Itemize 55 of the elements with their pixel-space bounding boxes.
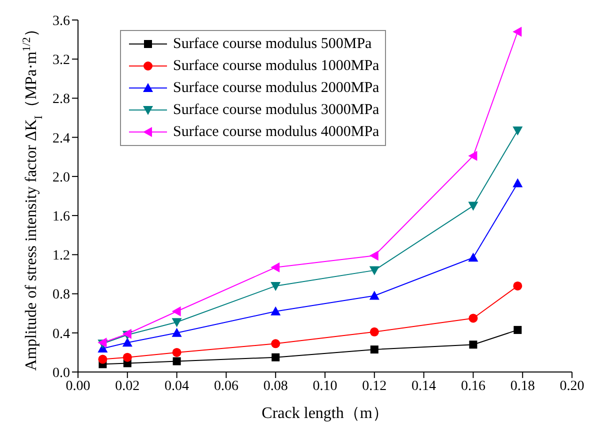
legend-label: Surface course modulus 1000MPa — [173, 58, 380, 74]
point — [512, 126, 523, 136]
point — [370, 346, 378, 354]
point — [369, 266, 380, 276]
y-tick-label: 2.8 — [52, 92, 70, 108]
point — [468, 314, 478, 323]
point — [468, 202, 478, 211]
point — [512, 26, 522, 37]
legend-label: Surface course modulus 500MPa — [173, 36, 372, 52]
point — [122, 338, 132, 347]
x-axis-title: Crack length（m） — [262, 405, 388, 422]
x-tick-label: 0.06 — [214, 378, 238, 394]
point — [270, 262, 280, 272]
point — [469, 340, 478, 349]
point — [172, 306, 181, 316]
point — [172, 328, 182, 337]
x-tick-label: 0.04 — [164, 378, 190, 394]
x-tick-label: 0.08 — [263, 378, 288, 394]
point — [513, 281, 522, 290]
point — [271, 339, 280, 348]
legend-label: Surface course modulus 2000MPa — [173, 80, 380, 96]
legend-label: Surface course modulus 3000MPa — [173, 102, 380, 118]
point — [122, 352, 132, 362]
point — [270, 282, 281, 291]
x-tick-label: 0.12 — [362, 378, 387, 394]
point — [370, 327, 379, 336]
point — [468, 150, 478, 161]
point — [468, 252, 478, 262]
point — [369, 250, 378, 261]
y-tick-label: 1.6 — [52, 210, 70, 225]
point — [514, 326, 522, 334]
x-tick-label: 0.02 — [115, 378, 140, 394]
x-tick-label: 0.00 — [66, 378, 90, 394]
point — [512, 178, 523, 188]
y-tick-label: 3.6 — [52, 14, 70, 29]
x-tick-label: 0.10 — [312, 378, 338, 394]
x-tick-label: 0.14 — [412, 378, 436, 394]
y-tick-label: 3.2 — [52, 53, 70, 68]
point — [172, 357, 181, 366]
x-tick-label: 0.16 — [460, 378, 486, 394]
point — [270, 306, 281, 316]
y-tick-label: 0.4 — [52, 326, 70, 342]
y-tick-label: 0.8 — [52, 288, 70, 303]
legend-label: Surface course modulus 4000MPa — [173, 124, 380, 140]
point — [98, 354, 108, 364]
y-tick-label: 0.0 — [52, 366, 70, 381]
point — [369, 290, 380, 300]
y-tick-label: 1.2 — [52, 248, 70, 264]
x-tick-label: 0.20 — [560, 378, 584, 394]
point — [172, 348, 182, 357]
y-tick-label: 2.4 — [52, 131, 70, 146]
point — [172, 318, 182, 328]
point — [272, 353, 280, 362]
y-tick-label: 2.0 — [52, 170, 70, 186]
x-tick-label: 0.18 — [510, 378, 535, 394]
